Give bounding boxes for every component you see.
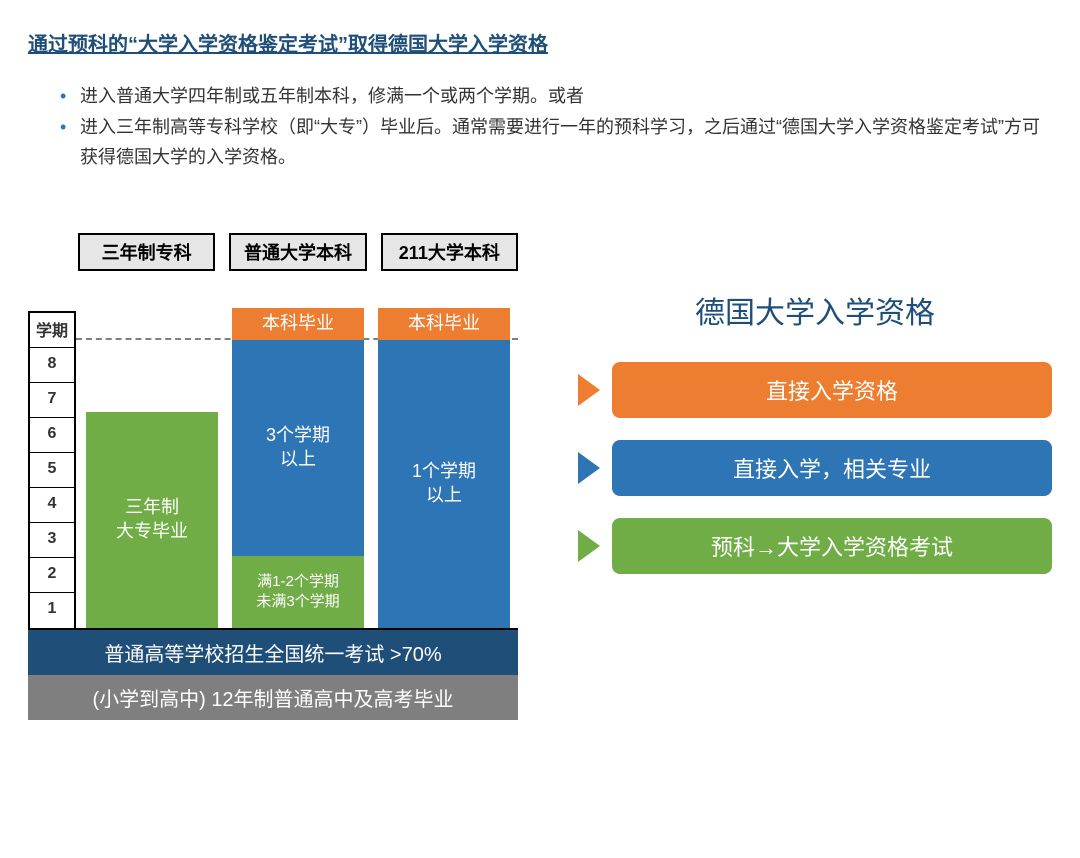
y-tick: 2 xyxy=(30,558,74,593)
y-tick: 7 xyxy=(30,383,74,418)
base-bar: (小学到高中) 12年制普通高中及高考毕业 xyxy=(28,675,518,720)
y-tick: 5 xyxy=(30,453,74,488)
legend-pill: 直接入学，相关专业 xyxy=(612,440,1052,496)
bullet-item: 进入三年制高等专科学校（即“大专”）毕业后。通常需要进行一年的预科学习，之后通过… xyxy=(56,112,1052,173)
chart-segment: 本科毕业 xyxy=(232,308,364,340)
bullet-item: 进入普通大学四年制或五年制本科，修满一个或两个学期。或者 xyxy=(56,81,1052,112)
y-axis-title: 学期 xyxy=(30,313,74,348)
arrow-icon xyxy=(578,452,600,484)
chart-segment: 本科毕业 xyxy=(378,308,510,340)
legend-pill: 直接入学资格 xyxy=(612,362,1052,418)
chart-column: 三年制 大专毕业 xyxy=(86,412,218,628)
y-axis: 学期87654321 xyxy=(28,311,76,630)
y-tick: 6 xyxy=(30,418,74,453)
chart: 三年制专科普通大学本科211大学本科 学期87654321 三年制 大专毕业本科… xyxy=(28,233,518,720)
legend-title: 德国大学入学资格 xyxy=(578,288,1052,332)
base-bar: 普通高等学校招生全国统一考试 >70% xyxy=(28,630,518,675)
y-tick: 3 xyxy=(30,523,74,558)
column-header: 三年制专科 xyxy=(78,233,215,271)
arrow-icon xyxy=(578,374,600,406)
page-title: 通过预科的“大学入学资格鉴定考试”取得德国大学入学资格 xyxy=(28,28,1052,57)
chart-segment: 3个学期 以上 xyxy=(232,340,364,556)
y-tick: 8 xyxy=(30,348,74,383)
chart-segment: 满1-2个学期 未满3个学期 xyxy=(232,556,364,628)
legend-item: 预科→大学入学资格考试 xyxy=(578,518,1052,574)
column-header: 211大学本科 xyxy=(381,233,518,271)
bullet-list: 进入普通大学四年制或五年制本科，修满一个或两个学期。或者 进入三年制高等专科学校… xyxy=(56,81,1052,173)
chart-segment: 1个学期 以上 xyxy=(378,340,510,628)
legend-item: 直接入学，相关专业 xyxy=(578,440,1052,496)
y-tick: 4 xyxy=(30,488,74,523)
column-header: 普通大学本科 xyxy=(229,233,366,271)
chart-column: 本科毕业3个学期 以上满1-2个学期 未满3个学期 xyxy=(232,308,364,628)
plot-area: 三年制 大专毕业本科毕业3个学期 以上满1-2个学期 未满3个学期本科毕业1个学… xyxy=(76,342,518,630)
arrow-icon xyxy=(578,530,600,562)
legend-item: 直接入学资格 xyxy=(578,362,1052,418)
chart-segment: 三年制 大专毕业 xyxy=(86,412,218,628)
legend: 德国大学入学资格 直接入学资格直接入学，相关专业预科→大学入学资格考试 xyxy=(578,233,1052,596)
legend-pill: 预科→大学入学资格考试 xyxy=(612,518,1052,574)
chart-column: 本科毕业1个学期 以上 xyxy=(378,308,510,628)
y-tick: 1 xyxy=(30,593,74,628)
